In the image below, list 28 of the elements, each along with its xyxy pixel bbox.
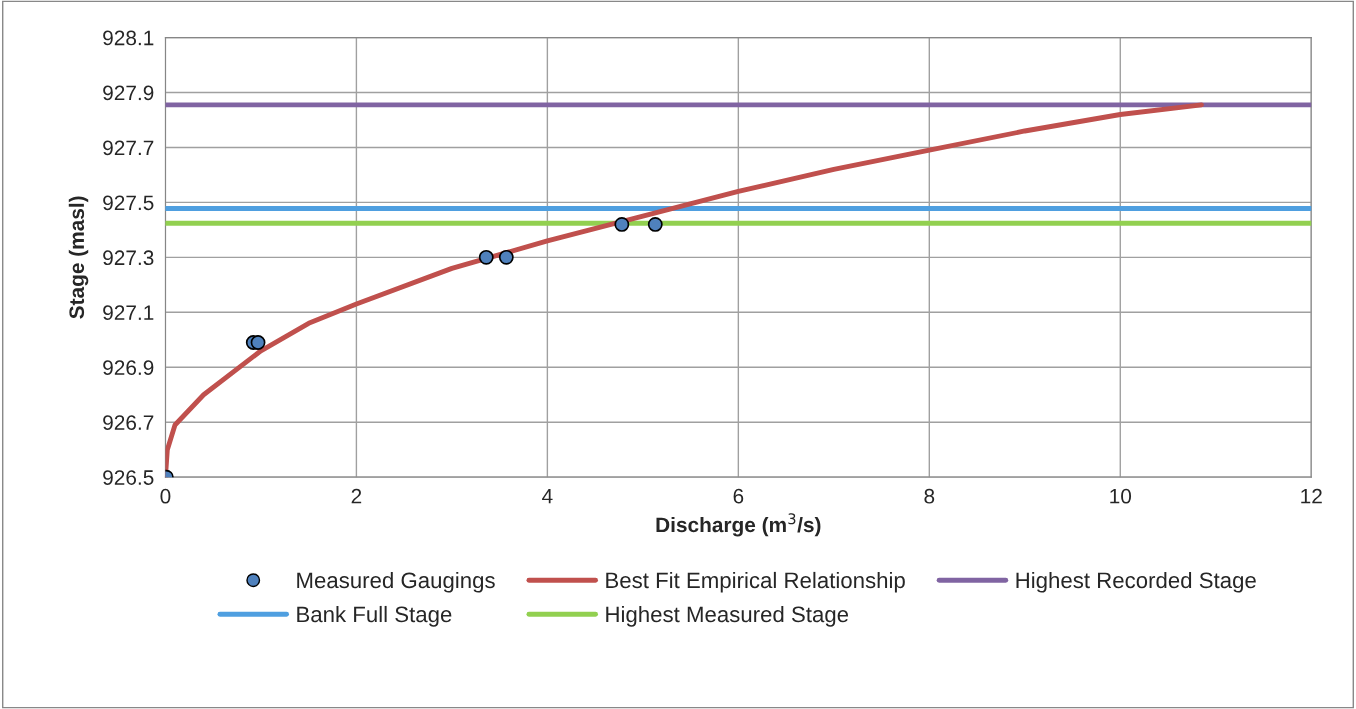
x-tick-label: 4: [542, 489, 553, 504]
x-tick-label: 6: [733, 488, 744, 504]
y-tick-label: 927.5: [103, 195, 154, 211]
legend-label: Best Fit Empirical Relationship: [606, 571, 905, 593]
y-tick-label: 927.3: [103, 250, 154, 266]
point: [250, 335, 266, 350]
y-tick-label: 927.1: [103, 305, 154, 321]
y-tick-label: 927.9: [103, 85, 154, 101]
x-axis-title: Discharge (m$^{3}$/s): [656, 513, 821, 537]
x-tick-label: 8: [924, 488, 935, 504]
y-axis-title: Stage (masl): [68, 196, 89, 319]
point: [647, 216, 663, 232]
point: [614, 216, 630, 232]
y-tick-label: 927.7: [103, 140, 154, 156]
y-tick-label: 926.7: [103, 415, 154, 430]
x-tick-label: 12: [1301, 488, 1322, 504]
y-tick-label: 926.9: [103, 360, 154, 376]
point: [478, 249, 494, 265]
legend-label: Highest Recorded Stage: [1016, 571, 1256, 593]
x-tick-label: 0: [160, 488, 171, 504]
legend-label: Measured Gaugings: [297, 571, 495, 593]
x-tick-label: 10: [1110, 488, 1132, 504]
legend-label: Highest Measured Stage: [606, 605, 849, 627]
legend-label: Bank Full Stage: [297, 605, 452, 627]
y-tick-label: 926.5: [103, 470, 154, 485]
x-tick-label: 2: [351, 488, 362, 504]
point: [498, 249, 514, 265]
y-tick-label: 928.1: [103, 30, 154, 46]
